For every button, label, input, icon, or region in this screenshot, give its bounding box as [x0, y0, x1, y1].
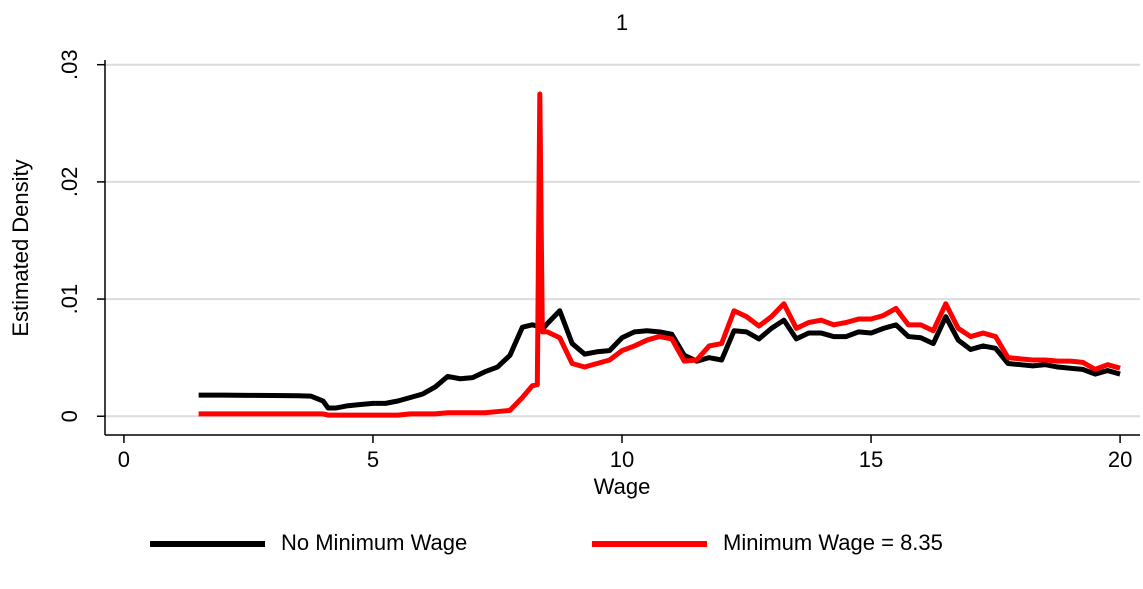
- y-tick-label: 0: [57, 410, 82, 422]
- y-tick-label: .01: [57, 284, 82, 315]
- y-tick-label: .02: [57, 167, 82, 198]
- y-axis-title: Estimated Density: [8, 159, 33, 336]
- x-tick-label: 10: [610, 447, 634, 472]
- x-tick-label: 5: [367, 447, 379, 472]
- x-tick-label: 20: [1108, 447, 1132, 472]
- series-line: [198, 91, 1121, 418]
- series-line: [198, 308, 1121, 411]
- x-tick-label: 15: [859, 447, 883, 472]
- y-tick-label: .03: [57, 49, 82, 80]
- chart-title: 1: [616, 10, 628, 35]
- x-tick-label: 0: [118, 447, 130, 472]
- x-axis-title: Wage: [594, 474, 651, 499]
- legend-label: Minimum Wage = 8.35: [723, 530, 943, 555]
- legend-label: No Minimum Wage: [281, 530, 467, 555]
